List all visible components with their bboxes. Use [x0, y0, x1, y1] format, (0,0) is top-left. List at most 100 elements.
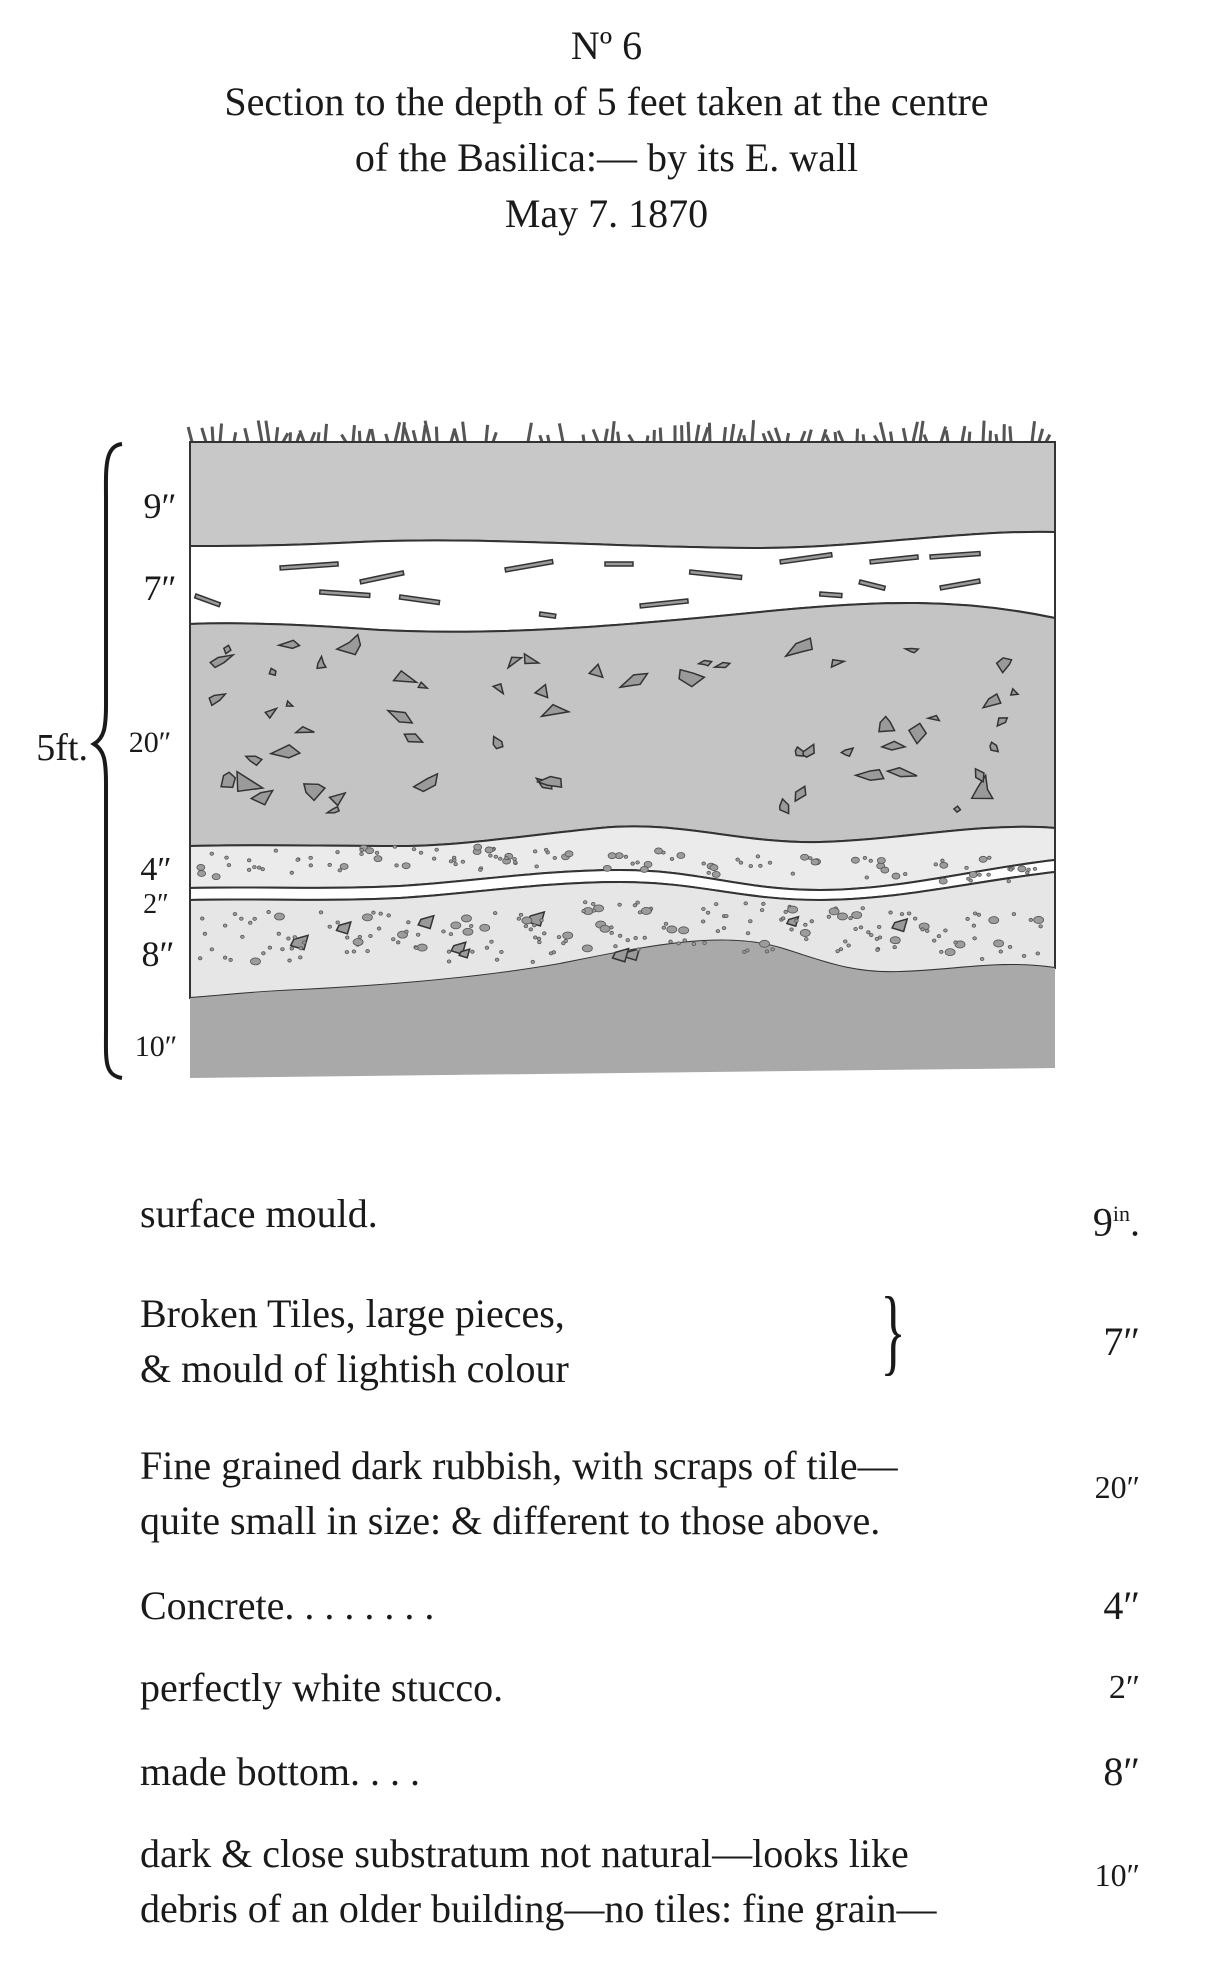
aggregate-dot: [609, 925, 614, 930]
rubbish-scrap: [970, 773, 995, 800]
concrete-aggregate: [196, 843, 1045, 966]
section-date: May 7. 1870: [504, 191, 709, 236]
grass-blade: [878, 422, 887, 443]
layer-fine-dark-rubbish: [189, 601, 1056, 848]
aggregate-dot: [239, 916, 244, 921]
rubbish-scrap: [268, 667, 277, 677]
aggregate-dot: [418, 850, 424, 855]
layer-label-tiles: 7″: [144, 568, 177, 608]
aggregate-dot: [676, 852, 686, 859]
rubbish-scrap: [533, 683, 549, 699]
aggregate-dot: [252, 916, 257, 921]
grass-blade: [557, 423, 565, 443]
grass-blade: [820, 428, 828, 443]
grass-blade: [200, 427, 208, 443]
aggregate-dot: [826, 914, 832, 919]
rubbish-scrap: [952, 805, 962, 814]
aggregate-dot: [1025, 870, 1030, 875]
legend-value: 20″: [1094, 1469, 1140, 1505]
aggregate-dot: [971, 923, 977, 928]
aggregate-dot: [715, 929, 721, 934]
rubbish-scrap: [302, 783, 327, 802]
aggregate-dot: [470, 949, 475, 954]
aggregate-dot: [359, 851, 364, 856]
aggregate-dot: [552, 856, 557, 861]
tile-piece: [604, 561, 634, 567]
section-title-line-1: Section to the depth of 5 feet taken at …: [224, 79, 989, 124]
aggregate-dot: [745, 931, 751, 936]
aggregate-dot: [308, 855, 313, 860]
aggregate-dot: [295, 857, 300, 862]
aggregate-dot: [499, 949, 504, 954]
aggregate-dot: [280, 947, 285, 952]
aggregate-dot: [972, 936, 977, 941]
aggregate-dot: [222, 923, 228, 928]
made-bottom-scrap: [289, 934, 310, 951]
aggregate-dot: [582, 900, 588, 905]
aggregate-dot: [301, 940, 307, 945]
rubbish-scrap: [783, 637, 814, 658]
aggregate-dot: [362, 913, 373, 922]
grass-blade: [750, 420, 756, 443]
aggregate-dot: [202, 931, 208, 936]
aggregate-dot: [602, 864, 612, 872]
grass-blade: [742, 434, 747, 443]
legend-desc: surface mould.: [140, 1191, 378, 1236]
grass-blade: [761, 432, 768, 443]
aggregate-dot: [912, 916, 918, 921]
grass-blade: [707, 422, 712, 443]
aggregate-dot: [700, 919, 706, 924]
aggregate-dot: [461, 914, 472, 923]
legend-value: 8″: [1103, 1749, 1140, 1794]
aggregate-dot: [414, 945, 419, 950]
aggregate-dot: [803, 922, 808, 927]
made-bottom-scrap: [335, 920, 352, 935]
aggregate-dot: [701, 907, 706, 912]
aggregate-dot: [701, 861, 706, 866]
rubbish-scrap: [853, 768, 885, 782]
aggregate-dot: [448, 932, 454, 937]
made-bottom-scrap: [611, 947, 630, 963]
tile-piece: [858, 579, 887, 592]
rubbish-scrap: [506, 656, 524, 670]
grass-blade: [323, 423, 329, 443]
aggregate-dot: [663, 921, 669, 926]
aggregate-dot: [678, 926, 690, 935]
rubbish-scrap: [276, 639, 301, 650]
aggregate-dot: [876, 924, 882, 929]
aggregate-dot: [721, 926, 727, 931]
grass-blade: [722, 426, 728, 443]
legend-value: 10″: [1094, 1857, 1140, 1893]
grass-blade: [370, 428, 376, 443]
grass-blade: [836, 430, 845, 443]
tile-piece: [929, 550, 981, 560]
grass-blade: [538, 434, 544, 443]
aggregate-dot: [1028, 917, 1034, 922]
aggregate-dot: [392, 844, 398, 849]
aggregate-dot: [339, 863, 349, 870]
aggregate-dot: [761, 901, 766, 906]
aggregate-dot: [609, 930, 614, 935]
grass-blade: [340, 433, 348, 443]
aggregate-dot: [196, 864, 206, 871]
aggregate-dot: [709, 864, 719, 871]
aggregate-dot: [682, 938, 687, 943]
aggregate-dot: [794, 918, 799, 923]
rubbish-scrap: [587, 662, 604, 679]
aggregate-dot: [581, 944, 593, 953]
aggregate-dot: [835, 949, 840, 954]
grass-blade: [901, 427, 908, 443]
aggregate-dot: [988, 916, 1000, 925]
aggregate-dot: [800, 853, 809, 861]
rubbish-scrap: [996, 717, 1009, 728]
aggregate-dot: [497, 856, 503, 861]
aggregate-dot: [523, 924, 529, 929]
aggregate-dot: [551, 950, 557, 955]
rubbish-scrap: [403, 733, 425, 743]
grass-blade: [939, 426, 948, 443]
aggregate-dot: [274, 912, 285, 921]
legend-desc: Fine grained dark rubbish, with scraps o…: [140, 1443, 898, 1543]
made-bottom-scrap: [417, 914, 435, 930]
made-bottom-scrap: [891, 917, 909, 933]
aggregate-dot: [368, 933, 373, 938]
